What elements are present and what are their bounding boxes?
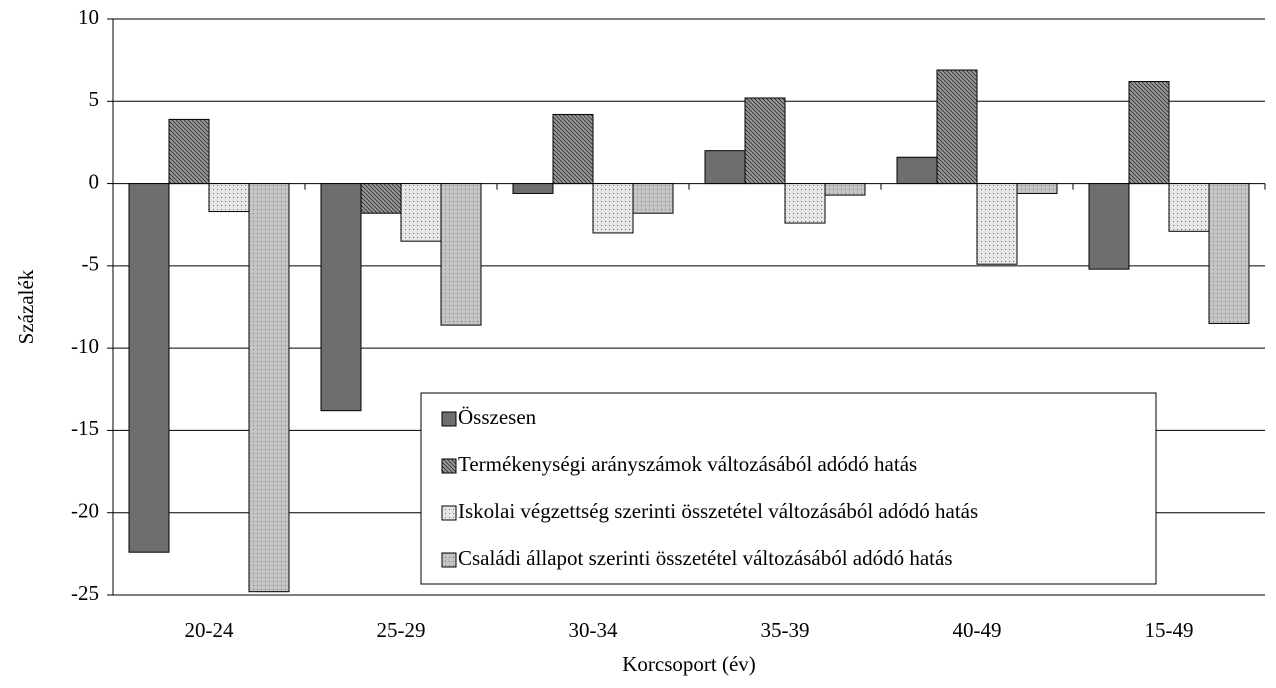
bar xyxy=(592,183,634,234)
x-tick-label: 35-39 xyxy=(761,618,810,642)
y-tick-label: -15 xyxy=(71,416,99,440)
x-tick-label: 15-49 xyxy=(1145,618,1194,642)
y-axis-label: Százalék xyxy=(14,269,38,344)
bar xyxy=(1208,183,1250,324)
bar xyxy=(784,183,826,224)
bar xyxy=(936,69,978,185)
x-tick-label: 40-49 xyxy=(953,618,1002,642)
bar xyxy=(744,97,786,185)
bar xyxy=(360,183,402,214)
bar xyxy=(704,150,746,185)
legend-label: Termékenységi arányszámok változásából a… xyxy=(458,452,917,476)
y-tick-label: -25 xyxy=(71,581,99,605)
legend-label: Iskolai végzettség szerinti összetétel v… xyxy=(458,499,978,523)
x-tick-label: 20-24 xyxy=(185,618,234,642)
legend-swatch xyxy=(441,458,457,474)
x-tick-label: 30-34 xyxy=(569,618,618,642)
legend-swatch xyxy=(441,411,457,427)
x-tick-label: 25-29 xyxy=(377,618,426,642)
bar xyxy=(320,183,362,412)
y-tick-label: 0 xyxy=(89,169,100,193)
bar xyxy=(512,183,554,194)
legend-box xyxy=(420,392,1157,585)
legend-swatch xyxy=(441,552,457,568)
y-tick-label: -5 xyxy=(82,252,100,276)
bar xyxy=(128,183,170,553)
legend-swatch xyxy=(441,505,457,521)
bar xyxy=(552,113,594,185)
y-tick-label: 10 xyxy=(78,5,99,29)
bar xyxy=(632,183,674,214)
bar xyxy=(440,183,482,326)
bar xyxy=(1128,81,1170,185)
bar xyxy=(1016,183,1058,194)
legend: Összesen Termékenységi arányszámok változ… xyxy=(420,392,1157,585)
y-tick-label: -10 xyxy=(71,334,99,358)
bar xyxy=(168,118,210,185)
bar xyxy=(248,183,290,593)
y-tick-label: -20 xyxy=(71,499,99,523)
bar xyxy=(896,156,938,185)
bar xyxy=(1088,183,1130,270)
bar xyxy=(208,183,250,213)
bar xyxy=(976,183,1018,265)
bar xyxy=(824,183,866,196)
x-axis-label: Korcsoport (év) xyxy=(622,652,756,676)
y-tick-label: 5 xyxy=(89,87,100,111)
legend-label: Családi állapot szerinti összetétel vált… xyxy=(458,546,953,570)
bar xyxy=(400,183,442,242)
legend-label: Összesen xyxy=(458,405,537,429)
bar xyxy=(1168,183,1210,232)
